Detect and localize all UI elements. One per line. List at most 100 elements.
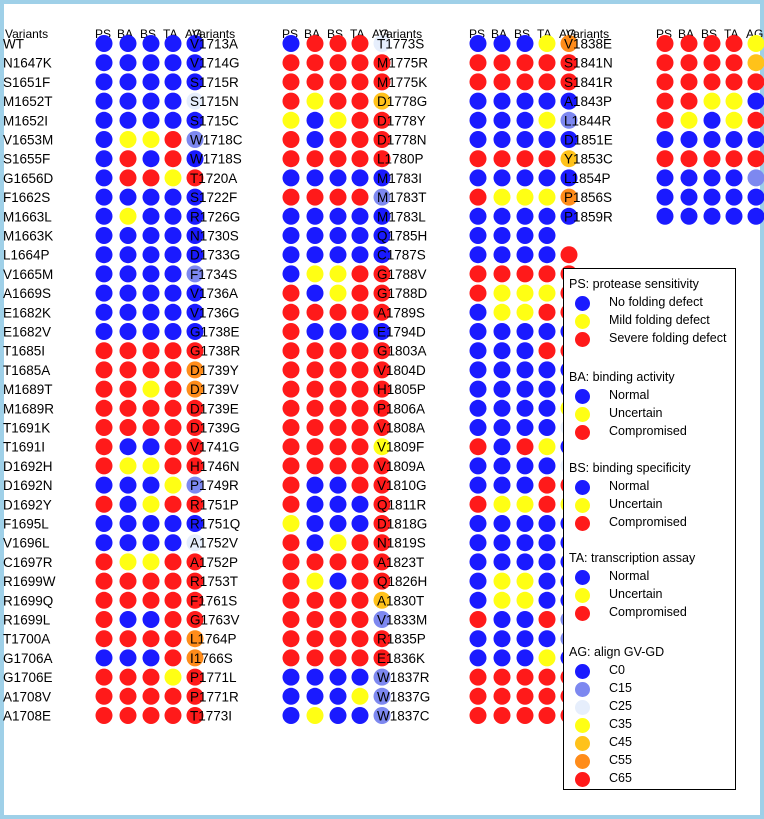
variant-label: D1739E — [190, 401, 239, 416]
dot-ba — [493, 169, 511, 187]
dot-ta — [351, 515, 369, 532]
dot-ag — [373, 284, 391, 302]
dot-ta — [538, 246, 556, 264]
dot-ba — [493, 399, 511, 417]
dot-ps — [282, 150, 300, 168]
legend-item: C65 — [575, 771, 664, 789]
variant-label: F1761S — [190, 593, 237, 608]
dot-ta — [351, 399, 369, 417]
dot-ag — [186, 476, 204, 494]
dot-ag — [186, 73, 204, 91]
dot-ag — [373, 92, 391, 110]
dot-ag — [373, 515, 391, 532]
dot-ps — [95, 457, 113, 475]
dot-ta — [725, 131, 743, 148]
dot-bs — [516, 380, 534, 398]
legend: PS: protease sensitivity No folding defe… — [563, 268, 736, 790]
variant-label: T1691K — [3, 421, 50, 436]
dot-bs — [516, 246, 534, 264]
dot-ba — [493, 630, 511, 648]
dot-ps — [95, 495, 113, 513]
dot-ba — [119, 687, 137, 705]
variant-label: G1803A — [377, 344, 427, 359]
variant-label: G1763V — [190, 613, 240, 628]
dot-ta — [538, 611, 556, 628]
dot-bs — [516, 534, 534, 552]
dot-ps — [469, 92, 487, 110]
dot-ta — [538, 188, 556, 206]
dot-ba — [119, 361, 137, 379]
dot-ps — [282, 265, 300, 283]
variant-label: A1823T — [377, 555, 424, 570]
dot-ps — [95, 380, 113, 398]
dot-bs — [516, 630, 534, 648]
variant-label: H1746N — [190, 459, 240, 474]
dot-ps — [282, 611, 300, 628]
dot-ps — [656, 169, 674, 187]
dot-ba — [119, 284, 137, 302]
variant-label: V1736A — [190, 286, 238, 301]
dot-ps — [469, 553, 487, 571]
dot-ta — [538, 591, 556, 609]
legend-label: Compromised — [609, 515, 687, 529]
dot-bs — [516, 131, 534, 148]
dot-ag — [373, 457, 391, 475]
dot-ta — [351, 707, 369, 724]
variant-label: C1787S — [377, 248, 426, 263]
dot-ba — [306, 303, 324, 321]
variant-label: F1662S — [3, 190, 50, 205]
dot-bs — [516, 150, 534, 168]
dot-ta — [538, 495, 556, 513]
dot-ba — [493, 73, 511, 91]
dot-bs — [329, 687, 347, 705]
variant-label: H1805P — [377, 382, 426, 397]
dot-ba — [119, 419, 137, 436]
dot-ps — [282, 111, 300, 129]
legend-swatch-uncertain — [575, 407, 590, 422]
dot-ag — [747, 111, 764, 129]
dot-ag — [186, 611, 204, 628]
dot-ag — [186, 495, 204, 513]
dot-ba — [119, 323, 137, 340]
dot-bs — [329, 265, 347, 283]
dot-ta — [351, 630, 369, 648]
dot-ps — [469, 54, 487, 72]
dot-ba — [119, 342, 137, 360]
dot-bs — [142, 73, 160, 91]
dot-bs — [516, 553, 534, 571]
dot-ag — [186, 457, 204, 475]
dot-ps — [469, 649, 487, 667]
dot-bs — [329, 188, 347, 206]
legend-swatch-compromised — [575, 425, 590, 440]
dot-ps — [95, 649, 113, 667]
dot-bs — [142, 303, 160, 321]
variant-label: V1804D — [377, 363, 426, 378]
dot-ag — [373, 649, 391, 667]
dot-ba — [306, 399, 324, 417]
dot-ba — [306, 687, 324, 705]
legend-swatch-c55 — [575, 754, 590, 769]
dot-ag — [186, 591, 204, 609]
dot-ta — [538, 284, 556, 302]
dot-ba — [493, 131, 511, 148]
variant-label: M1783L — [377, 209, 426, 224]
dot-bs — [142, 687, 160, 705]
variant-label: L1664P — [3, 248, 50, 263]
dot-ag — [373, 630, 391, 648]
dot-ba — [493, 457, 511, 475]
legend-swatch-mild-folding-defect — [575, 314, 590, 329]
dot-ba — [306, 476, 324, 494]
dot-ba — [680, 92, 698, 110]
dot-ag — [373, 246, 391, 264]
dot-ps — [95, 611, 113, 628]
dot-ag — [373, 131, 391, 148]
dot-ta — [538, 92, 556, 110]
dot-ta — [538, 534, 556, 552]
dot-ba — [306, 284, 324, 302]
dot-ba — [306, 111, 324, 129]
legend-swatch-no-folding-defect — [575, 296, 590, 311]
dot-ps — [95, 687, 113, 705]
dot-bs — [516, 687, 534, 705]
dot-ba — [493, 361, 511, 379]
variant-label: S1715N — [190, 94, 239, 109]
